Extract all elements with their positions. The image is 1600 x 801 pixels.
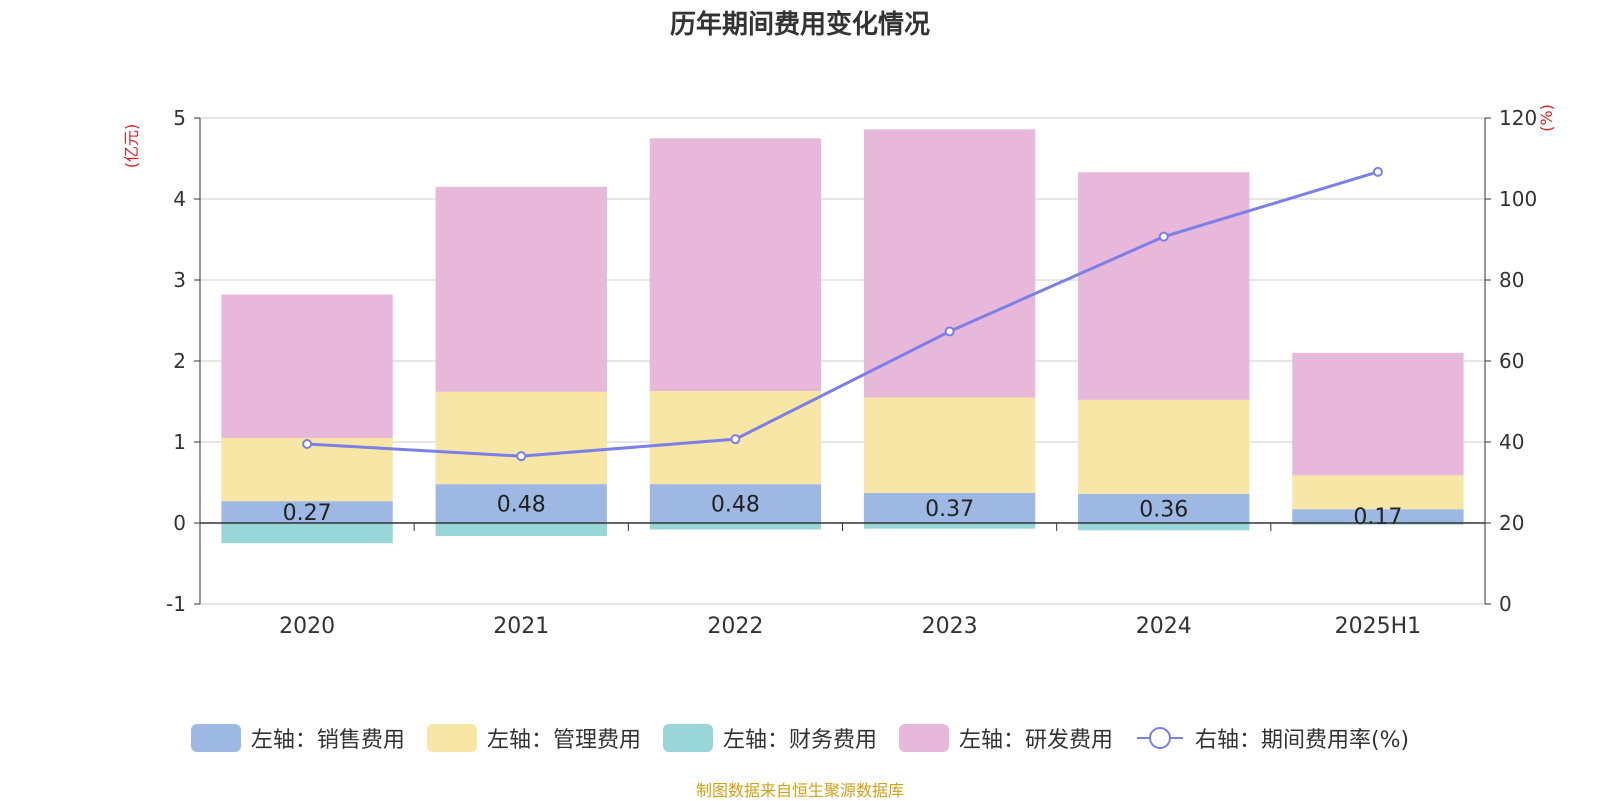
x-tick-label: 2025H1 [1335,614,1422,639]
data-label: 0.48 [711,493,760,518]
y-left-tick-label: 3 [173,268,186,292]
legend-line-icon [1136,727,1183,749]
bar-segment [221,523,393,544]
y-left-tick-label: 2 [173,349,186,373]
bar-segment [649,138,822,391]
y-right-tick-label: 0 [1499,592,1512,616]
data-label: 0.36 [1139,497,1188,522]
data-label: 0.17 [1353,505,1402,530]
bar-segment [435,484,607,523]
bar-segment [863,397,1036,494]
y-left-tick-label: 5 [173,106,186,130]
bar-segment [221,294,393,438]
y-left-tick-label: 0 [173,511,186,535]
bar-segment [1078,399,1250,494]
bar-segment [649,484,822,523]
data-label: 0.37 [925,497,974,522]
bar-segment [1292,352,1464,476]
line-point [1372,166,1383,177]
line-point [302,439,313,450]
legend-label: 左轴：财务费用 [722,728,877,753]
legend-item[interactable]: 左轴：销售费用 [190,722,405,754]
legend-swatch [426,724,477,752]
bar-segment [1292,475,1464,510]
legend-label: 右轴：期间费用率(%) [1194,728,1410,753]
line-point [516,451,527,462]
line-point [944,326,955,337]
bar-segment [435,391,607,485]
y-left-tick-label: -1 [166,592,186,616]
legend-item[interactable]: 左轴：财务费用 [662,722,877,754]
y-right-tick-label: 80 [1499,268,1524,292]
y-right-tick-label: 60 [1499,349,1524,373]
line-point [1158,231,1169,242]
bar-segment [1078,172,1250,400]
y-right-unit-label: (%) [1537,104,1556,132]
bar-segment [1078,523,1250,531]
chart-title: 历年期间费用变化情况 [669,10,930,40]
data-label: 0.48 [497,493,546,518]
bar-segment [1292,509,1464,523]
legend-label: 左轴：销售费用 [250,728,405,753]
y-left-tick-label: 1 [173,430,186,454]
legend-label: 左轴：研发费用 [958,728,1113,753]
x-tick-label: 2022 [707,614,763,639]
legend-swatch [662,724,713,752]
source-note: 制图数据来自恒生聚源数据库 [695,781,904,800]
bar-segment [863,493,1036,523]
data-label: 0.27 [283,501,332,526]
line-series [306,170,1379,458]
bar-segment [649,523,822,530]
bar-segment [863,129,1036,398]
bar-segment [435,186,607,392]
legend-item[interactable]: 左轴：管理费用 [426,722,641,754]
bar-segment [1078,493,1250,523]
legend-swatch [898,724,949,752]
bar-segment [435,523,607,536]
bar-segment [221,501,393,523]
x-tick-label: 2020 [279,614,335,639]
chart-legend: 左轴：销售费用 左轴：管理费用 左轴：财务费用 左轴：研发费用 右轴：期间费用率(%) [0,720,1600,756]
x-tick-label: 2023 [922,614,978,639]
y-right-tick-label: 20 [1499,511,1524,535]
legend-label: 左轴：管理费用 [486,728,641,753]
x-tick-label: 2021 [493,614,549,639]
y-right-tick-label: 40 [1499,430,1524,454]
legend-item[interactable]: 右轴：期间费用率(%) [1135,722,1409,754]
y-right-tick-label: 100 [1499,187,1537,211]
legend-swatch [190,724,241,752]
bar-segment [863,523,1036,529]
y-right-tick-label: 120 [1499,106,1537,130]
y-left-unit-label: (亿元) [122,124,141,169]
x-tick-label: 2024 [1136,614,1192,639]
y-left-tick-label: 4 [173,187,186,211]
bar-segment [1292,523,1464,525]
legend-item[interactable]: 左轴：研发费用 [898,722,1113,754]
line-point [730,434,741,445]
